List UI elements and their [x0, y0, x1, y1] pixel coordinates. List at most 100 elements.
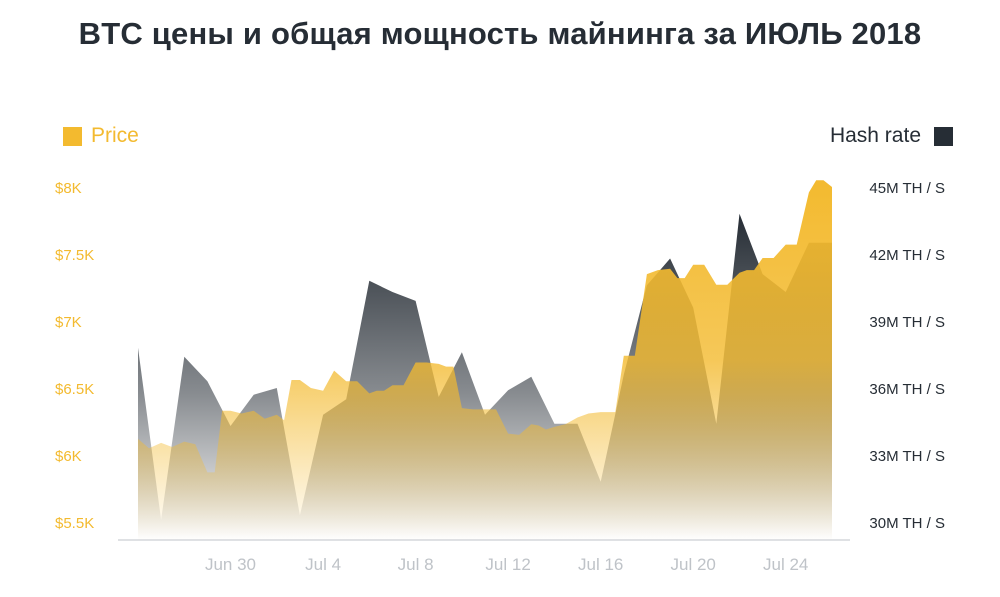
price-point-1[interactable] — [146, 445, 152, 451]
hash-rate-point-5[interactable] — [251, 392, 257, 398]
price-point-51[interactable] — [655, 267, 661, 273]
hash-rate-point-3[interactable] — [204, 378, 210, 384]
price-point-57[interactable] — [713, 282, 719, 288]
price-point-32[interactable] — [459, 405, 465, 411]
price-point-0[interactable] — [135, 436, 141, 442]
chart-title: BTC цены и общая мощность майнинга за ИЮ… — [78, 16, 922, 51]
x-tick-label: Jul 16 — [578, 555, 623, 574]
x-tick-label: Jul 12 — [485, 555, 530, 574]
price-point-43[interactable] — [575, 415, 581, 421]
price-point-35[interactable] — [493, 406, 499, 412]
y-right-tick-label: 36M TH / S — [869, 381, 945, 398]
price-point-14[interactable] — [281, 417, 287, 423]
price-point-55[interactable] — [690, 262, 696, 268]
price-point-42[interactable] — [562, 421, 568, 427]
legend-hash-label: Hash rate — [829, 124, 921, 147]
price-point-4[interactable] — [181, 439, 187, 445]
price-point-8[interactable] — [219, 408, 225, 414]
price-point-50[interactable] — [644, 271, 650, 277]
hash-rate-point-26[interactable] — [737, 211, 743, 217]
y-left-tick-label: $8K — [55, 180, 82, 197]
price-point-11[interactable] — [251, 408, 257, 414]
price-point-68[interactable] — [821, 177, 827, 183]
price-point-28[interactable] — [424, 360, 430, 366]
x-tick-label: Jul 8 — [398, 555, 434, 574]
price-point-39[interactable] — [536, 423, 542, 429]
price-point-53[interactable] — [674, 275, 680, 281]
legend-price[interactable]: Price — [63, 124, 139, 148]
price-point-49[interactable] — [632, 353, 638, 359]
y-right-tick-label: 45M TH / S — [869, 180, 945, 197]
price-point-47[interactable] — [612, 409, 618, 415]
hash-rate-point-2[interactable] — [181, 354, 187, 360]
price-point-63[interactable] — [771, 255, 777, 261]
price-point-18[interactable] — [320, 388, 326, 394]
y-left-tick-label: $7K — [55, 314, 82, 331]
hash-rate-point-23[interactable] — [667, 256, 673, 262]
price-point-23[interactable] — [374, 388, 380, 394]
price-point-45[interactable] — [598, 409, 604, 415]
price-point-59[interactable] — [737, 270, 743, 276]
price-point-7[interactable] — [212, 469, 218, 475]
price-point-10[interactable] — [239, 411, 245, 417]
x-tick-label: Jul 20 — [671, 555, 716, 574]
y-left-tick-label: $6K — [55, 448, 82, 465]
price-point-6[interactable] — [204, 469, 210, 475]
price-point-36[interactable] — [505, 431, 511, 437]
price-point-48[interactable] — [621, 353, 627, 359]
price-point-62[interactable] — [760, 255, 766, 261]
y-left-tick-label: $5.5K — [55, 515, 94, 532]
price-point-12[interactable] — [262, 416, 268, 422]
hash-rate-point-14[interactable] — [459, 349, 465, 355]
price-point-64[interactable] — [783, 242, 789, 248]
price-point-27[interactable] — [413, 360, 419, 366]
price-point-19[interactable] — [331, 368, 337, 374]
hash-rate-point-16[interactable] — [505, 387, 511, 393]
price-point-40[interactable] — [543, 427, 549, 433]
price-point-56[interactable] — [701, 262, 707, 268]
price-point-2[interactable] — [158, 440, 164, 446]
price-point-24[interactable] — [381, 388, 387, 394]
hash-rate-point-17[interactable] — [528, 374, 534, 380]
price-point-15[interactable] — [289, 377, 295, 383]
price-point-67[interactable] — [813, 177, 819, 183]
price-point-9[interactable] — [228, 408, 234, 414]
price-point-5[interactable] — [192, 441, 198, 447]
price-point-44[interactable] — [586, 411, 592, 417]
hash-rate-point-10[interactable] — [366, 278, 372, 284]
price-point-37[interactable] — [516, 432, 522, 438]
price-point-29[interactable] — [436, 361, 442, 367]
price-point-3[interactable] — [169, 444, 175, 450]
x-tick-label: Jul 4 — [305, 555, 341, 574]
price-point-22[interactable] — [366, 390, 372, 396]
price-point-60[interactable] — [744, 267, 750, 273]
price-point-66[interactable] — [806, 189, 812, 195]
price-point-61[interactable] — [751, 267, 757, 273]
price-point-26[interactable] — [401, 382, 407, 388]
price-point-38[interactable] — [528, 421, 534, 427]
price-point-41[interactable] — [551, 424, 557, 430]
hash-rate-point-0[interactable] — [135, 345, 141, 351]
price-point-65[interactable] — [794, 242, 800, 248]
price-point-34[interactable] — [482, 406, 488, 412]
price-point-25[interactable] — [390, 382, 396, 388]
price-point-46[interactable] — [605, 409, 611, 415]
price-point-52[interactable] — [667, 266, 673, 272]
legend-hash-rate[interactable]: Hash rate — [830, 124, 953, 148]
price-point-31[interactable] — [450, 364, 456, 370]
hash-rate-point-6[interactable] — [274, 385, 280, 391]
hash-rate-point-11[interactable] — [390, 289, 396, 295]
price-point-21[interactable] — [354, 378, 360, 384]
hash-rate-point-12[interactable] — [413, 298, 419, 304]
price-point-16[interactable] — [297, 377, 303, 383]
price-point-58[interactable] — [724, 282, 730, 288]
price-point-54[interactable] — [682, 275, 688, 281]
price-point-13[interactable] — [274, 412, 280, 418]
price-point-33[interactable] — [470, 406, 476, 412]
price-point-30[interactable] — [443, 364, 449, 370]
price-point-20[interactable] — [343, 378, 349, 384]
x-tick-label: Jun 30 — [205, 555, 256, 574]
price-point-17[interactable] — [308, 385, 314, 391]
price-point-69[interactable] — [829, 184, 835, 190]
